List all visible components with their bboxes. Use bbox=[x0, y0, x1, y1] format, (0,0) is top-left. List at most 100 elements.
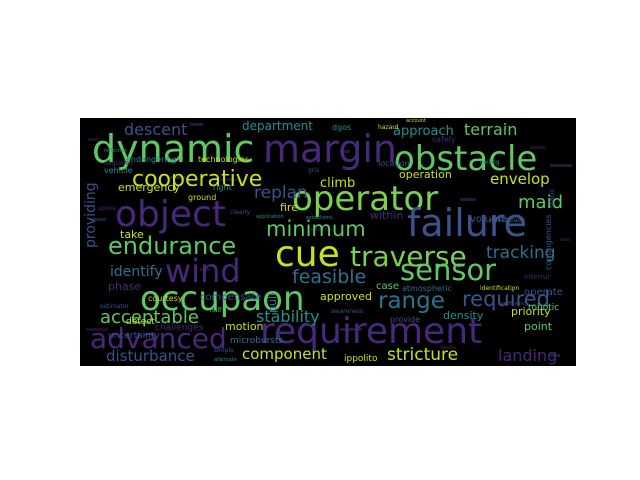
word-within: within bbox=[370, 209, 403, 222]
word-margin: margin bbox=[263, 127, 397, 171]
word-object: object bbox=[115, 194, 226, 235]
word-approach: approach bbox=[393, 124, 454, 139]
word-identify: identify bbox=[110, 264, 163, 280]
background-speckle bbox=[340, 328, 362, 331]
word-uncertainty: uncertainty bbox=[108, 331, 160, 341]
word-approved: approved bbox=[320, 290, 372, 303]
word-endurance: endurance bbox=[108, 232, 236, 260]
word-advanced: advanced bbox=[90, 322, 227, 355]
background-speckle bbox=[460, 198, 476, 201]
word-reflection: reflection bbox=[104, 148, 128, 154]
word-pull: pull bbox=[266, 293, 279, 313]
word-cue: cue bbox=[275, 234, 340, 275]
word-degraded: degraded bbox=[104, 160, 133, 167]
word-atmospheric: atmospheric bbox=[402, 284, 452, 293]
word-safely: safely bbox=[432, 135, 456, 144]
word-wind: wind bbox=[165, 252, 241, 290]
word-contingencies: contingencies bbox=[544, 214, 553, 270]
word-coefficiency: coefficiency bbox=[498, 301, 528, 307]
background-speckle bbox=[530, 146, 546, 149]
word-acceptable: acceptable bbox=[100, 307, 199, 328]
background-speckle bbox=[560, 238, 570, 241]
background-speckle bbox=[88, 138, 98, 141]
word-density: density bbox=[443, 309, 484, 322]
word-ceiling: ceiling bbox=[480, 159, 500, 166]
word-robotic: robotic bbox=[528, 303, 559, 313]
word-climb: climb bbox=[320, 176, 355, 191]
word-provide: provide bbox=[390, 315, 420, 324]
word-technologies: technologies bbox=[198, 155, 249, 164]
word-department: department bbox=[242, 119, 313, 133]
background-speckle bbox=[170, 176, 186, 179]
background-speckle bbox=[340, 150, 350, 153]
word-volume: volume bbox=[470, 214, 507, 225]
word-account: account bbox=[406, 118, 426, 124]
word-endangering: endangering bbox=[126, 155, 177, 164]
background-speckle bbox=[86, 328, 108, 331]
background-speckle bbox=[550, 164, 572, 167]
word-tracking: tracking bbox=[486, 243, 556, 263]
word-operate: operate bbox=[524, 287, 563, 298]
word-range: range bbox=[378, 288, 445, 314]
word-operator: operator bbox=[292, 179, 438, 219]
background-speckle bbox=[440, 346, 456, 349]
word-point: point bbox=[524, 320, 553, 333]
word-minimum: minimum bbox=[266, 217, 366, 241]
word-vehicle: vehicle bbox=[104, 166, 133, 175]
word-minimizaon: minimizaon bbox=[490, 217, 525, 224]
word-fire: fire bbox=[280, 201, 298, 214]
word-stability: stability bbox=[256, 307, 320, 326]
word-microbursts: microbursts bbox=[230, 336, 284, 346]
word-requirement: requirement bbox=[260, 311, 482, 352]
word-location: location bbox=[378, 159, 410, 168]
word-occupaon: occupaon bbox=[140, 279, 305, 319]
word-maid: maid bbox=[518, 192, 563, 213]
word-spoos: spoos bbox=[98, 205, 115, 212]
word-sensor: sensor bbox=[400, 253, 496, 287]
word-courtesy: courtesy bbox=[148, 294, 183, 303]
background-speckle bbox=[220, 178, 242, 181]
word-static: static bbox=[548, 189, 556, 208]
word-alternate: alternate bbox=[214, 357, 237, 363]
word-case: case bbox=[376, 281, 399, 292]
background-speckle bbox=[550, 354, 560, 357]
word-ippolito: ippolito bbox=[344, 354, 378, 364]
word-cooperative: cooperative bbox=[132, 167, 262, 192]
word-cloud: dynamic margin obstacle cooperative operator… bbox=[80, 118, 576, 366]
word-obstacle: obstacle bbox=[394, 139, 537, 179]
word-establisms: establisms bbox=[306, 215, 333, 221]
word-identification: identification bbox=[480, 285, 519, 292]
word-emergency: emergency bbox=[118, 181, 180, 194]
word-priority: priority bbox=[511, 305, 551, 318]
word-dynamic: dynamic bbox=[92, 127, 254, 171]
word-failure: failure bbox=[407, 201, 527, 245]
word-traverse: traverse bbox=[350, 240, 467, 273]
word-challenges: challenges bbox=[155, 323, 204, 333]
word-operation: operation bbox=[399, 168, 452, 181]
word-dgos: dgos bbox=[332, 123, 351, 132]
word-replan: replan bbox=[254, 183, 308, 203]
word-gris: gris bbox=[308, 167, 319, 174]
word-descent: descent bbox=[124, 120, 187, 139]
background-speckle bbox=[200, 268, 210, 271]
word-awareness: awareness bbox=[331, 308, 363, 315]
word-terrain: terrain bbox=[464, 120, 517, 139]
word-detect: detect bbox=[126, 317, 155, 327]
word-hazard: hazard bbox=[378, 124, 399, 131]
background-speckle bbox=[90, 218, 106, 221]
word-estimator: estimator bbox=[100, 303, 129, 310]
word-tower: tower bbox=[190, 122, 205, 128]
background-speckle bbox=[310, 228, 332, 231]
word-ground: ground bbox=[188, 193, 216, 202]
word-application: application bbox=[256, 214, 284, 220]
word-component: component bbox=[242, 345, 327, 363]
word-clearly: clearly bbox=[230, 209, 250, 216]
word-disturbance: disturbance bbox=[106, 347, 195, 365]
word-envelop: envelop bbox=[490, 170, 550, 188]
word-required: required bbox=[462, 287, 550, 311]
word-right: right bbox=[213, 183, 232, 192]
word-landing: landing bbox=[498, 346, 557, 365]
word-feasible: feasible bbox=[292, 266, 366, 288]
word-interrur: interrur bbox=[524, 273, 551, 281]
